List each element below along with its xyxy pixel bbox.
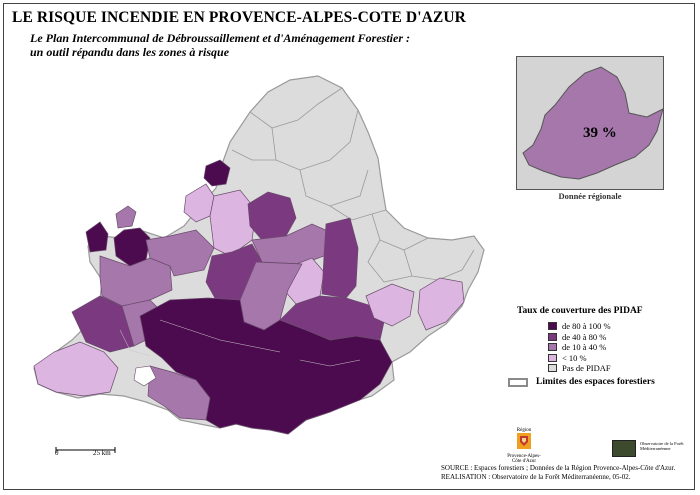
- scale-distance-label: 25 km: [93, 449, 111, 457]
- forest-limits-swatch: [508, 377, 528, 387]
- area-light-southeast: [365, 283, 415, 327]
- pidaf-coverage-areas: [33, 159, 465, 435]
- observatory-photo-icon: [612, 440, 636, 457]
- area-light-nw: [183, 183, 215, 223]
- forest-limits-label: Limites des espaces forestiers: [536, 377, 655, 387]
- inset-caption: Donnée régionale: [558, 191, 622, 201]
- area-darkest-w1: [85, 221, 109, 253]
- subtitle-line-2: un outil répandu dans les zones à risque: [30, 45, 230, 59]
- area-light-east: [417, 277, 465, 331]
- legend-label: de 10 à 40 %: [562, 342, 607, 353]
- legend-label: de 40 à 80 %: [562, 331, 607, 342]
- realisation-line: REALISATION : Observatoire de la Forêt M…: [441, 473, 631, 481]
- area-mid-center-north: [145, 229, 215, 277]
- forest-limits: [119, 319, 361, 367]
- region-logo: Région Provence-Alpes-Côte d'Azur: [506, 428, 542, 464]
- area-light-north: [209, 189, 257, 257]
- observatory-logo-name: Observatoire de la Forêt Méditerranéenne: [640, 441, 684, 451]
- inset-region-shape: [522, 66, 664, 180]
- lagoon: [133, 365, 157, 387]
- area-mid-west: [99, 255, 173, 307]
- area-mid-south: [147, 365, 211, 421]
- legend-item: < 10 %: [548, 353, 687, 364]
- area-light-southwest: [33, 341, 119, 397]
- legend-title: Taux de couverture des PIDAF: [517, 306, 643, 316]
- scale-zero-label: 0: [55, 449, 59, 457]
- legend-swatch: [548, 332, 557, 341]
- scale-bar: [55, 447, 116, 453]
- legend-item: Pas de PIDAF: [548, 363, 687, 374]
- legend: Taux de couverture des PIDAF de 80 à 100…: [517, 306, 687, 374]
- area-small-west: [115, 205, 137, 229]
- map-subtitle: Le Plan Intercommunal de Débroussailleme…: [30, 31, 500, 59]
- source-line: SOURCE : Espaces forestiers ; Données de…: [441, 464, 676, 472]
- legend-item: de 10 à 40 %: [548, 342, 687, 353]
- legend-label: Pas de PIDAF: [562, 363, 611, 374]
- forest-limits-legend: Limites des espaces forestiers: [508, 377, 655, 387]
- map-frame: [3, 3, 695, 490]
- source-block: SOURCE : Espaces forestiers ; Données de…: [441, 464, 675, 482]
- region-logo-top: Région: [516, 428, 532, 433]
- area-dark-east: [321, 217, 359, 299]
- legend-item: de 80 à 100 %: [548, 321, 687, 332]
- legend-item: de 40 à 80 %: [548, 332, 687, 343]
- legend-swatch: [548, 322, 557, 331]
- map-title: LE RISQUE INCENDIE EN PROVENCE-ALPES-COT…: [12, 9, 466, 26]
- region-logo-name: Provence-Alpes-Côte d'Azur: [507, 454, 541, 464]
- inset-value: 39 %: [583, 125, 617, 141]
- legend-label: de 80 à 100 %: [562, 321, 611, 332]
- region-emblem-icon: [517, 433, 531, 449]
- legend-swatch: [548, 343, 557, 352]
- grey-zone-boundaries: [231, 87, 475, 283]
- area-dark-north: [247, 191, 297, 241]
- area-darkest-north: [203, 159, 231, 187]
- legend-swatch: [548, 353, 557, 362]
- subtitle-line-1: Le Plan Intercommunal de Débroussailleme…: [30, 31, 410, 45]
- legend-label: < 10 %: [562, 352, 587, 363]
- regional-inset: 39 %: [516, 56, 664, 190]
- legend-swatch: [548, 364, 557, 373]
